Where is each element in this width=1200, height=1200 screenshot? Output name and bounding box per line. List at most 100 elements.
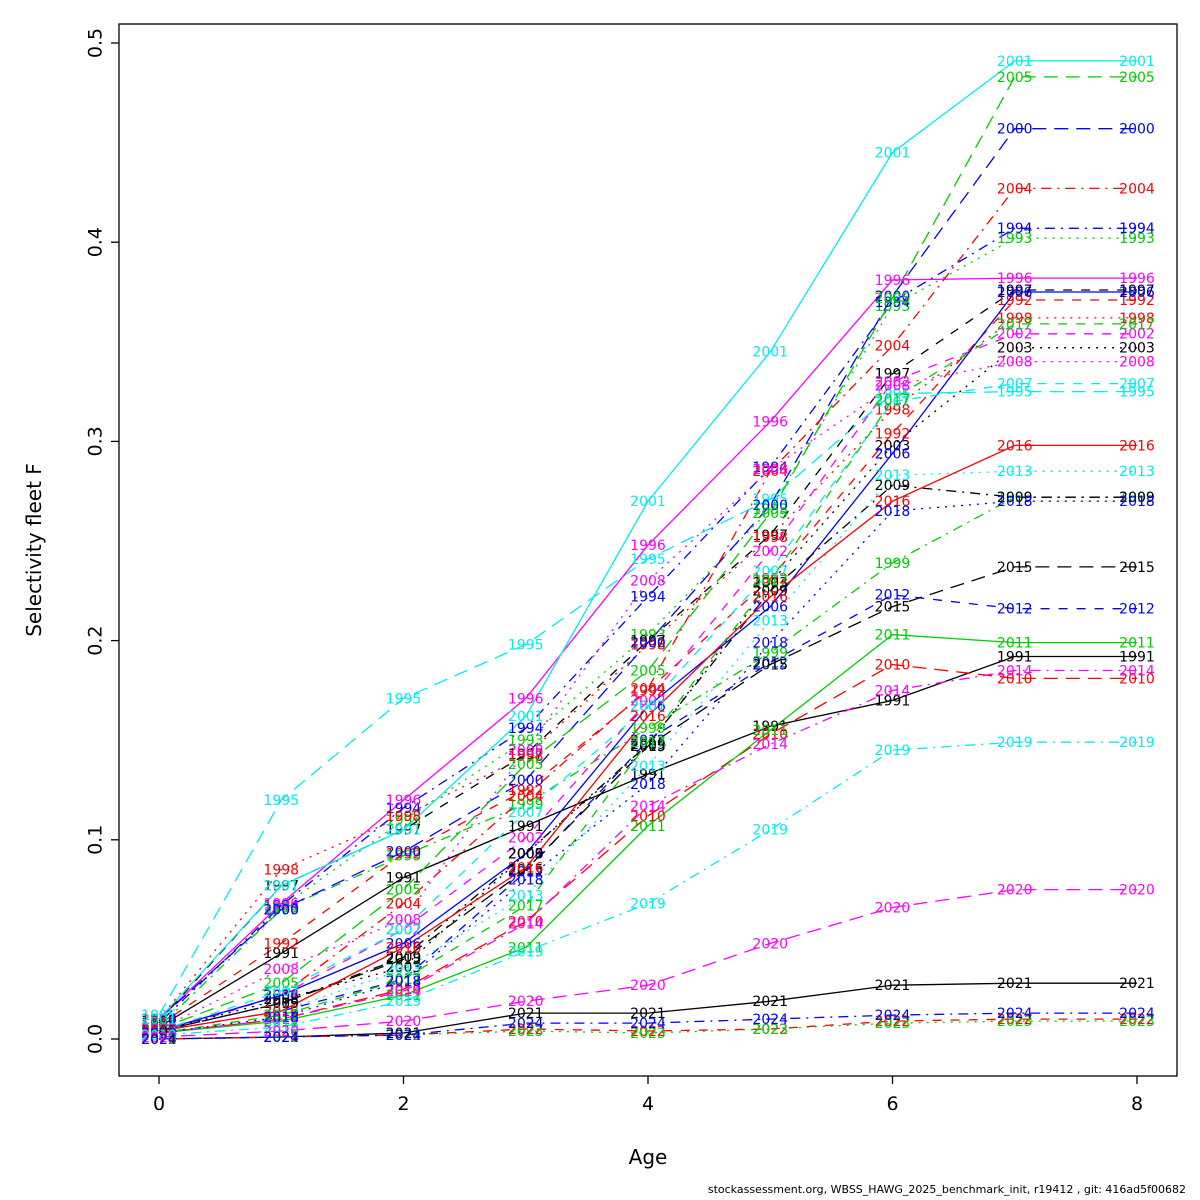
point-label-2019: 2019 (141, 1028, 177, 1044)
point-label-2014: 2014 (997, 663, 1033, 679)
point-label-2001: 2001 (1119, 54, 1155, 70)
point-label-2022: 2022 (875, 1014, 911, 1030)
point-label-2017: 2017 (875, 392, 911, 408)
point-label-2008: 2008 (875, 379, 911, 395)
series-line-1992 (158, 299, 1137, 1026)
point-label-2017: 2017 (141, 1026, 177, 1042)
point-label-2004: 2004 (141, 1024, 177, 1040)
point-label-2019: 2019 (508, 944, 544, 960)
point-label-1993: 1993 (141, 1016, 177, 1032)
point-label-2003: 2003 (263, 992, 299, 1008)
point-label-1999: 1999 (386, 849, 422, 865)
point-label-2000: 2000 (1119, 122, 1155, 138)
point-label-2021: 2021 (1119, 976, 1155, 992)
point-label-1998: 1998 (141, 1012, 177, 1028)
point-label-2023: 2023 (752, 1022, 788, 1038)
point-label-1991: 1991 (1119, 649, 1155, 665)
point-label-2008: 2008 (1119, 355, 1155, 371)
series-line-2022 (158, 1018, 1137, 1040)
point-label-2006: 2006 (263, 988, 299, 1004)
point-label-2018: 2018 (630, 777, 666, 793)
point-label-1992: 1992 (263, 936, 299, 952)
point-label-1995: 1995 (141, 1008, 177, 1024)
point-label-2016: 2016 (141, 1024, 177, 1040)
point-label-1999: 1999 (752, 645, 788, 661)
point-label-2014: 2014 (263, 1012, 299, 1028)
point-label-2006: 2006 (141, 1024, 177, 1040)
point-label-1994: 1994 (997, 221, 1033, 237)
series-line-2023 (158, 1020, 1137, 1040)
point-label-2018: 2018 (141, 1026, 177, 1042)
point-label-2015: 2015 (630, 739, 666, 755)
point-label-2013: 2013 (263, 1004, 299, 1020)
series-line-2003 (158, 347, 1137, 1032)
point-label-1993: 1993 (752, 502, 788, 518)
point-label-1996: 1996 (997, 271, 1033, 287)
point-label-2002: 2002 (630, 693, 666, 709)
point-label-2011: 2011 (1119, 635, 1155, 651)
point-label-1993: 1993 (630, 628, 666, 644)
point-label-1994: 1994 (752, 460, 788, 476)
point-label-2009: 2009 (630, 737, 666, 753)
point-label-1998: 1998 (752, 530, 788, 546)
series-line-2020 (158, 888, 1137, 1038)
point-label-1994: 1994 (386, 801, 422, 817)
point-label-2020: 2020 (141, 1030, 177, 1046)
point-label-1996: 1996 (141, 1012, 177, 1028)
point-label-1999: 1999 (263, 902, 299, 918)
y-tick-label: 0.5 (85, 28, 107, 58)
point-label-2003: 2003 (630, 739, 666, 755)
point-label-2003: 2003 (997, 341, 1033, 357)
series-line-2004 (158, 187, 1137, 1032)
point-label-2013: 2013 (386, 962, 422, 978)
point-label-2005: 2005 (141, 1022, 177, 1038)
point-label-2015: 2015 (997, 560, 1033, 576)
point-label-1991: 1991 (752, 719, 788, 735)
point-label-2007: 2007 (752, 564, 788, 580)
point-label-2005: 2005 (997, 70, 1033, 86)
series-line-2010 (158, 663, 1137, 1034)
point-label-2000: 2000 (752, 498, 788, 514)
point-label-2008: 2008 (997, 355, 1033, 371)
point-label-2010: 2010 (141, 1026, 177, 1042)
point-label-2021: 2021 (875, 978, 911, 994)
point-label-1992: 1992 (508, 783, 544, 799)
x-tick-label: 6 (886, 1093, 898, 1115)
point-label-2022: 2022 (997, 1012, 1033, 1028)
point-label-2005: 2005 (1119, 70, 1155, 86)
point-label-1997: 1997 (386, 823, 422, 839)
point-label-2010: 2010 (508, 914, 544, 930)
point-label-2000: 2000 (630, 635, 666, 651)
point-label-2016: 2016 (875, 494, 911, 510)
point-label-2002: 2002 (263, 988, 299, 1004)
point-label-1997: 1997 (875, 367, 911, 383)
point-label-2012: 2012 (997, 602, 1033, 618)
point-label-2006: 2006 (752, 600, 788, 616)
point-label-2004: 2004 (752, 464, 788, 480)
point-label-2003: 2003 (752, 576, 788, 592)
point-label-1995: 1995 (997, 385, 1033, 401)
point-label-1994: 1994 (630, 590, 666, 606)
point-label-2017: 2017 (508, 898, 544, 914)
point-label-2019: 2019 (1119, 735, 1155, 751)
point-label-2013: 2013 (997, 464, 1033, 480)
point-label-2015: 2015 (1119, 560, 1155, 576)
point-label-2002: 2002 (752, 544, 788, 560)
point-label-1991: 1991 (386, 871, 422, 887)
point-label-2020: 2020 (263, 1024, 299, 1040)
point-label-1999: 1999 (1119, 490, 1155, 506)
point-label-2011: 2011 (997, 635, 1033, 651)
point-label-2023: 2023 (875, 1016, 911, 1032)
point-label-1995: 1995 (752, 492, 788, 508)
point-label-1997: 1997 (263, 879, 299, 895)
point-label-2015: 2015 (508, 863, 544, 879)
point-label-2012: 2012 (1119, 602, 1155, 618)
point-label-2012: 2012 (508, 865, 544, 881)
point-label-2024: 2024 (875, 1008, 911, 1024)
point-label-1998: 1998 (630, 637, 666, 653)
point-label-2002: 2002 (997, 327, 1033, 343)
point-label-2021: 2021 (263, 1030, 299, 1046)
point-label-2024: 2024 (386, 1028, 422, 1044)
